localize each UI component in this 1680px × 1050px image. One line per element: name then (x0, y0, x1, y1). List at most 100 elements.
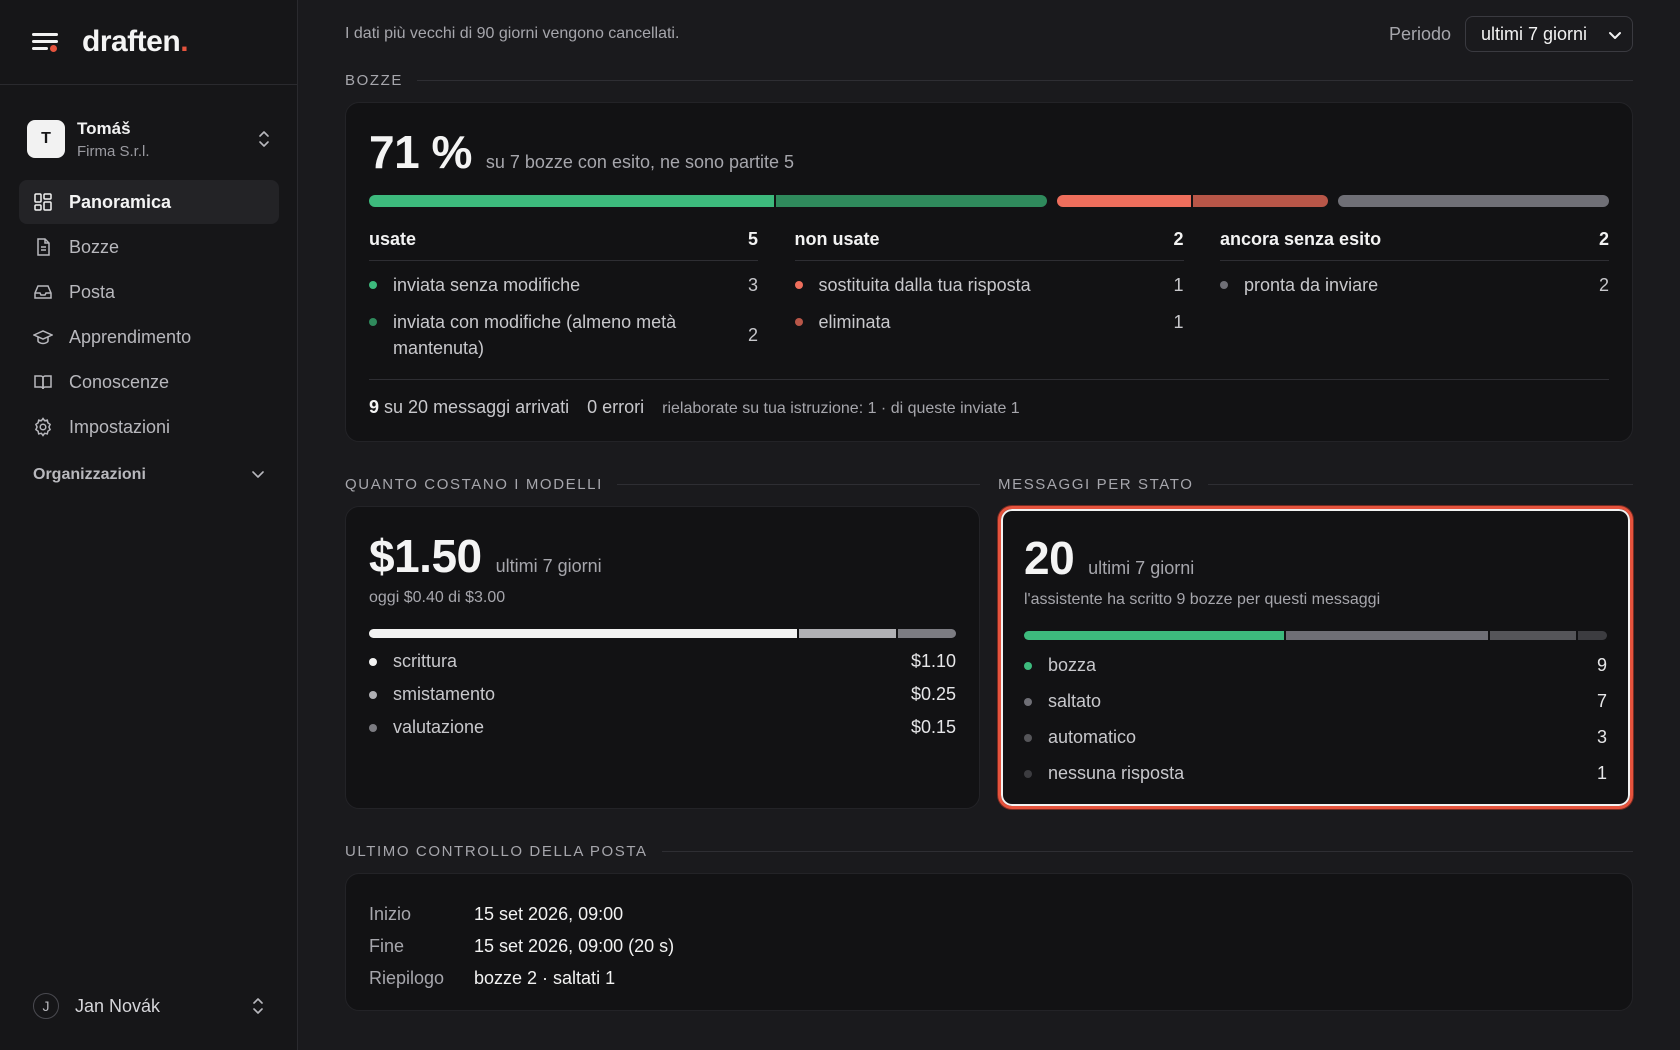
bar-group (1337, 195, 1609, 207)
messages-note: l'assistente ha scritto 9 bozze per ques… (1024, 591, 1381, 608)
costs-card: $1.50 ultimi 7 giorni oggi $0.40 di $3.0… (345, 506, 980, 809)
account-switcher[interactable]: T Tomáš Firma S.r.l. (27, 116, 271, 162)
section-title: BOZZE (345, 71, 404, 89)
outcome-item: pronta da inviare 2 (1220, 272, 1609, 298)
list-item-label: valutazione (393, 717, 485, 737)
section-header-costs: QUANTO COSTANO I MODELLI (345, 472, 980, 496)
dashboard-grid-icon (33, 192, 53, 212)
nav-item-conoscenze[interactable]: Conoscenze (19, 360, 279, 404)
arrived-count: 9 (369, 397, 380, 417)
bar-segment (774, 195, 1047, 207)
messages-list: bozza 9 saltato 7 automatico 3 nessuna rispost… (1024, 654, 1607, 785)
chevron-down-icon (251, 466, 265, 484)
messages-card: 20 ultimi 7 giorni l'assistente ha scrit… (998, 506, 1633, 809)
outcome-title: ancora senza esito (1220, 229, 1382, 249)
reworked-note: rielaborate su tua istruzione: 1 · di qu… (662, 400, 1020, 417)
retention-note: I dati più vecchi di 90 giorni vengono c… (345, 25, 680, 42)
check-row: Fine 15 set 2026, 09:00 (20 s) (369, 930, 1609, 962)
outcome-title: usate (369, 229, 417, 249)
legend-dot-icon (794, 318, 803, 326)
nav-item-label: Bozze (69, 236, 120, 257)
drafts-outcomes: usate 5 inviata senza modifiche 3 inviata co… (369, 229, 1609, 361)
nav-item-apprendimento[interactable]: Apprendimento (19, 315, 279, 359)
topbar: I dati più vecchi di 90 giorni vengono c… (345, 0, 1633, 68)
check-key: Inizio (369, 903, 412, 924)
list-item-value: 7 (1596, 691, 1607, 711)
organizations-label: Organizzazioni (33, 466, 146, 483)
outcome-item-count: 3 (747, 275, 758, 295)
check-value: bozze 2 · saltati 1 (474, 967, 616, 988)
nav-item-panoramica[interactable]: Panoramica (19, 180, 279, 224)
check-value: 15 set 2026, 09:00 (20 s) (474, 935, 675, 956)
menu-icon[interactable] (32, 31, 58, 53)
nav-item-impostazioni[interactable]: Impostazioni (19, 405, 279, 449)
list-item-value: $0.25 (910, 684, 956, 704)
nav-item-posta[interactable]: Posta (19, 270, 279, 314)
account-info: Tomáš Firma S.r.l. (77, 119, 257, 160)
list-item-value: $0.15 (910, 717, 956, 737)
outcome-item-label: eliminata (818, 312, 891, 332)
list-item: smistamento $0.25 (369, 683, 956, 706)
outcome-column: usate 5 inviata senza modifiche 3 inviata co… (369, 229, 758, 361)
messages-bar (1024, 631, 1607, 640)
messages-period: ultimi 7 giorni (1088, 558, 1195, 578)
outcome-item-count: 2 (747, 325, 758, 345)
legend-dot-icon (369, 723, 377, 732)
account-org: Firma S.r.l. (77, 142, 150, 160)
drafts-percent: 71 % (369, 126, 472, 178)
organizations-toggle[interactable]: Organizzazioni (33, 466, 265, 484)
outcome-item-label: pronta da inviare (1244, 275, 1379, 295)
nav-item-bozze[interactable]: Bozze (19, 225, 279, 269)
last-check-card: Inizio 15 set 2026, 09:00 Fine 15 set 2026,… (345, 873, 1633, 1011)
list-item: automatico 3 (1024, 726, 1607, 749)
list-item-value: 9 (1596, 655, 1607, 675)
nav-item-label: Conoscenze (69, 371, 170, 392)
bar-segment (1056, 195, 1192, 207)
brand-header: draften. (0, 0, 297, 85)
legend-dot-icon (1024, 769, 1032, 778)
bar-segment (1024, 631, 1284, 640)
bar-segment (1576, 631, 1607, 640)
costs-period: ultimi 7 giorni (495, 556, 602, 576)
period-filter: Periodo ultimi 7 giorni (1389, 16, 1633, 52)
drafts-footer: 9 su 20 messaggi arrivati 0 errori riela… (369, 379, 1609, 418)
legend-dot-icon (369, 281, 377, 289)
list-item-label: smistamento (393, 684, 496, 704)
period-select[interactable]: ultimi 7 giorni (1465, 16, 1633, 52)
legend-dot-icon (1024, 733, 1032, 742)
graduation-cap-icon (33, 327, 53, 347)
main-content: I dati più vecchi di 90 giorni vengono c… (345, 0, 1633, 1011)
list-item-value: 1 (1596, 763, 1607, 783)
document-icon (33, 237, 53, 257)
drafts-card: 71 % su 7 bozze con esito, ne sono parti… (345, 102, 1633, 442)
list-item: scrittura $1.10 (369, 650, 956, 673)
user-avatar: J (33, 993, 59, 1019)
costs-today-note: oggi $0.40 di $3.00 (369, 589, 506, 606)
outcome-header: ancora senza esito 2 (1220, 229, 1609, 261)
list-item: nessuna risposta 1 (1024, 762, 1607, 785)
main-nav: Panoramica Bozze Posta Apprendimento Conosce… (19, 180, 279, 450)
outcome-item: eliminata 1 (794, 309, 1184, 335)
legend-dot-icon (369, 318, 377, 326)
messages-total: 20 (1024, 532, 1075, 584)
check-row: Riepilogo bozze 2 · saltati 1 (369, 962, 1609, 994)
bar-segment (895, 629, 956, 638)
bar-segment (1191, 195, 1328, 207)
bar-segment (369, 629, 797, 638)
brand-logo[interactable]: draften. (82, 25, 189, 58)
chevron-down-icon (1608, 24, 1622, 45)
period-label: Periodo (1388, 23, 1451, 44)
bar-segment (369, 195, 775, 207)
book-open-icon (33, 372, 53, 392)
outcome-item: sostituita dalla tua risposta 1 (794, 272, 1184, 298)
legend-dot-icon (369, 690, 377, 699)
chevron-updown-icon (257, 129, 271, 149)
nav-item-label: Posta (69, 281, 116, 302)
inbox-icon (33, 282, 53, 302)
check-value: 15 set 2026, 09:00 (474, 903, 624, 924)
nav-item-label: Impostazioni (69, 416, 171, 437)
outcome-title: non usate (794, 229, 880, 249)
outcome-header: non usate 2 (794, 229, 1184, 261)
section-title: QUANTO COSTANO I MODELLI (345, 475, 603, 493)
user-menu[interactable]: J Jan Novák (33, 993, 265, 1019)
